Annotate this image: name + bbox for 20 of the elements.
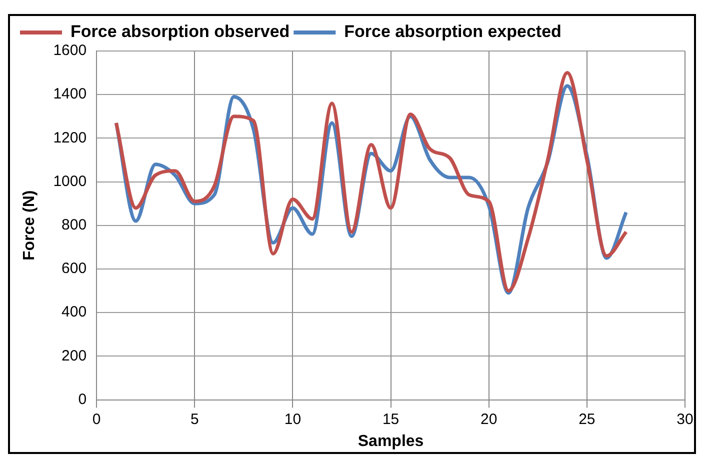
x-tick-label: 5: [190, 410, 199, 428]
y-tick-label: 1000: [53, 172, 87, 190]
y-axis-title: Force (N): [21, 190, 38, 261]
x-tick-label: 30: [676, 410, 694, 428]
legend-label: Force absorption expected: [344, 22, 562, 42]
y-tick-label: 1600: [53, 42, 87, 60]
y-tick-label: 600: [62, 260, 87, 278]
y-tick-label: 400: [62, 304, 87, 321]
x-tick-label: 15: [382, 410, 400, 428]
legend-label: Force absorption observed: [70, 22, 290, 42]
x-tick-label: 10: [284, 410, 302, 428]
y-tick-label: 0: [78, 390, 87, 408]
y-tick-label: 800: [62, 216, 87, 234]
y-tick-label: 200: [62, 347, 87, 364]
x-tick-label: 0: [92, 410, 101, 428]
y-tick-label: 1400: [53, 86, 87, 103]
x-tick-label: 20: [480, 410, 498, 428]
x-tick-label: 25: [578, 410, 596, 428]
y-tick-label: 1200: [53, 129, 87, 146]
x-axis-title: Samples: [358, 432, 424, 450]
